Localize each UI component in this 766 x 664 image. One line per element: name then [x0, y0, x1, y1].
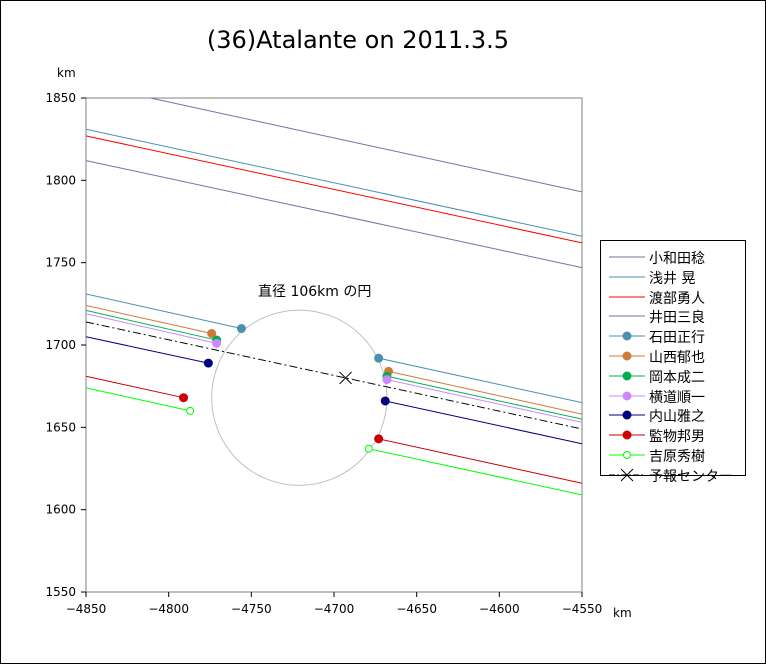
legend-swatch [609, 391, 645, 401]
x-tick-label: −4650 [396, 602, 437, 616]
series-point-10-0 [186, 406, 195, 415]
legend-swatch [609, 430, 645, 440]
legend-marker [620, 468, 634, 482]
series-line-2-0 [86, 135, 582, 244]
series-line-1-0 [86, 128, 582, 237]
legend-label: 岡本成二 [649, 369, 705, 386]
y-tick-label: 1650 [45, 420, 76, 434]
legend-item: 岡本成二 [601, 366, 745, 386]
legend: 小和田稔浅井 晃渡部勇人井田三良石田正行山西郁也岡本成二横道順一内山雅之監物邦男… [600, 240, 746, 485]
x-axis-label: km [613, 606, 632, 620]
legend-marker [622, 371, 632, 381]
legend-label: 石田正行 [649, 330, 705, 347]
legend-item: 小和田稔 [601, 247, 745, 267]
legend-item: 井田三良 [601, 306, 745, 326]
series-line-8-1 [385, 400, 582, 445]
legend-marker [622, 351, 632, 361]
x-tick-label: −4600 [479, 602, 520, 616]
series-point-4-0 [236, 324, 246, 334]
legend-swatch [609, 371, 645, 381]
legend-label: 横道順一 [649, 389, 705, 406]
legend-item: 予報センター [601, 465, 745, 485]
legend-marker [622, 331, 632, 341]
legend-marker [622, 391, 632, 401]
y-tick-label: 1800 [45, 173, 76, 187]
series-line-4-1 [378, 357, 582, 404]
series-line-7-1 [386, 379, 582, 423]
series-point-8-0 [203, 358, 213, 368]
x-tick-label: −4750 [231, 602, 272, 616]
legend-marker [622, 430, 632, 440]
legend-item: 監物邦男 [601, 425, 745, 445]
y-tick-label: 1700 [45, 338, 76, 352]
legend-swatch [609, 410, 645, 420]
chart-title: (36)Atalante on 2011.3.5 [206, 26, 510, 54]
y-tick-label: 1550 [45, 585, 76, 599]
y-axis-label: km [57, 66, 76, 80]
x-tick-label: −4550 [562, 602, 603, 616]
series-line-5-0 [86, 304, 212, 334]
legend-label: 小和田稔 [649, 251, 705, 267]
x-tick-label: −4700 [314, 602, 355, 616]
legend-label: 山西郁也 [649, 350, 705, 366]
series-line-4-0 [86, 293, 242, 330]
series-line-7-0 [86, 313, 217, 344]
series-line-9-1 [378, 438, 582, 484]
series-point-5-0 [207, 328, 217, 338]
y-tick-label: 1850 [45, 91, 76, 105]
legend-item: 山西郁也 [601, 346, 745, 366]
legend-item: 内山雅之 [601, 405, 745, 425]
series-point-7-0 [212, 338, 222, 348]
series-point-8-1 [380, 396, 390, 406]
series-line-8-0 [86, 336, 209, 364]
plot-area [85, 97, 583, 593]
legend-marker [622, 410, 632, 420]
legend-label: 浅井 晃 [649, 270, 696, 287]
y-tick-label: 1750 [45, 256, 76, 270]
legend-item: 横道順一 [601, 386, 745, 406]
series-point-10-1 [364, 444, 373, 453]
series-point-7-1 [382, 375, 392, 385]
x-tick-label: −4850 [66, 602, 107, 616]
legend-swatch [609, 451, 645, 459]
legend-swatch [609, 315, 645, 317]
legend-label: 予報センター [649, 468, 733, 485]
center-point [339, 371, 352, 385]
series-point-4-1 [374, 353, 384, 363]
legend-swatch [609, 331, 645, 341]
series-line-3-0 [86, 160, 582, 269]
legend-item: 浅井 晃 [601, 267, 745, 287]
legend-swatch [609, 296, 645, 298]
series-point-9-0 [179, 393, 189, 403]
legend-swatch [609, 276, 645, 278]
legend-label: 井田三良 [649, 310, 705, 327]
legend-item: 吉原秀樹 [601, 445, 745, 465]
diameter-annotation: 直径 106km の円 [258, 283, 371, 300]
series-line-5-1 [388, 370, 582, 415]
y-tick-label: 1600 [45, 503, 76, 517]
series-line-10-0 [86, 387, 191, 412]
series-line-0-0 [150, 98, 582, 193]
series-line-10-1 [368, 448, 582, 496]
legend-swatch [609, 256, 645, 258]
legend-label: 吉原秀樹 [649, 449, 705, 465]
series-line-6-1 [386, 375, 582, 420]
x-tick-label: −4800 [148, 602, 189, 616]
legend-swatch [609, 468, 645, 482]
legend-label: 内山雅之 [649, 409, 705, 426]
series-point-9-1 [374, 434, 384, 444]
legend-marker [623, 451, 631, 459]
legend-label: 監物邦男 [649, 429, 705, 446]
legend-item: 石田正行 [601, 326, 745, 346]
series-line-9-0 [86, 375, 184, 399]
series-line-11-0 [86, 321, 582, 430]
legend-item: 渡部勇人 [601, 287, 745, 307]
series-line-6-0 [86, 309, 217, 341]
legend-label: 渡部勇人 [649, 290, 705, 307]
legend-swatch [609, 351, 645, 361]
